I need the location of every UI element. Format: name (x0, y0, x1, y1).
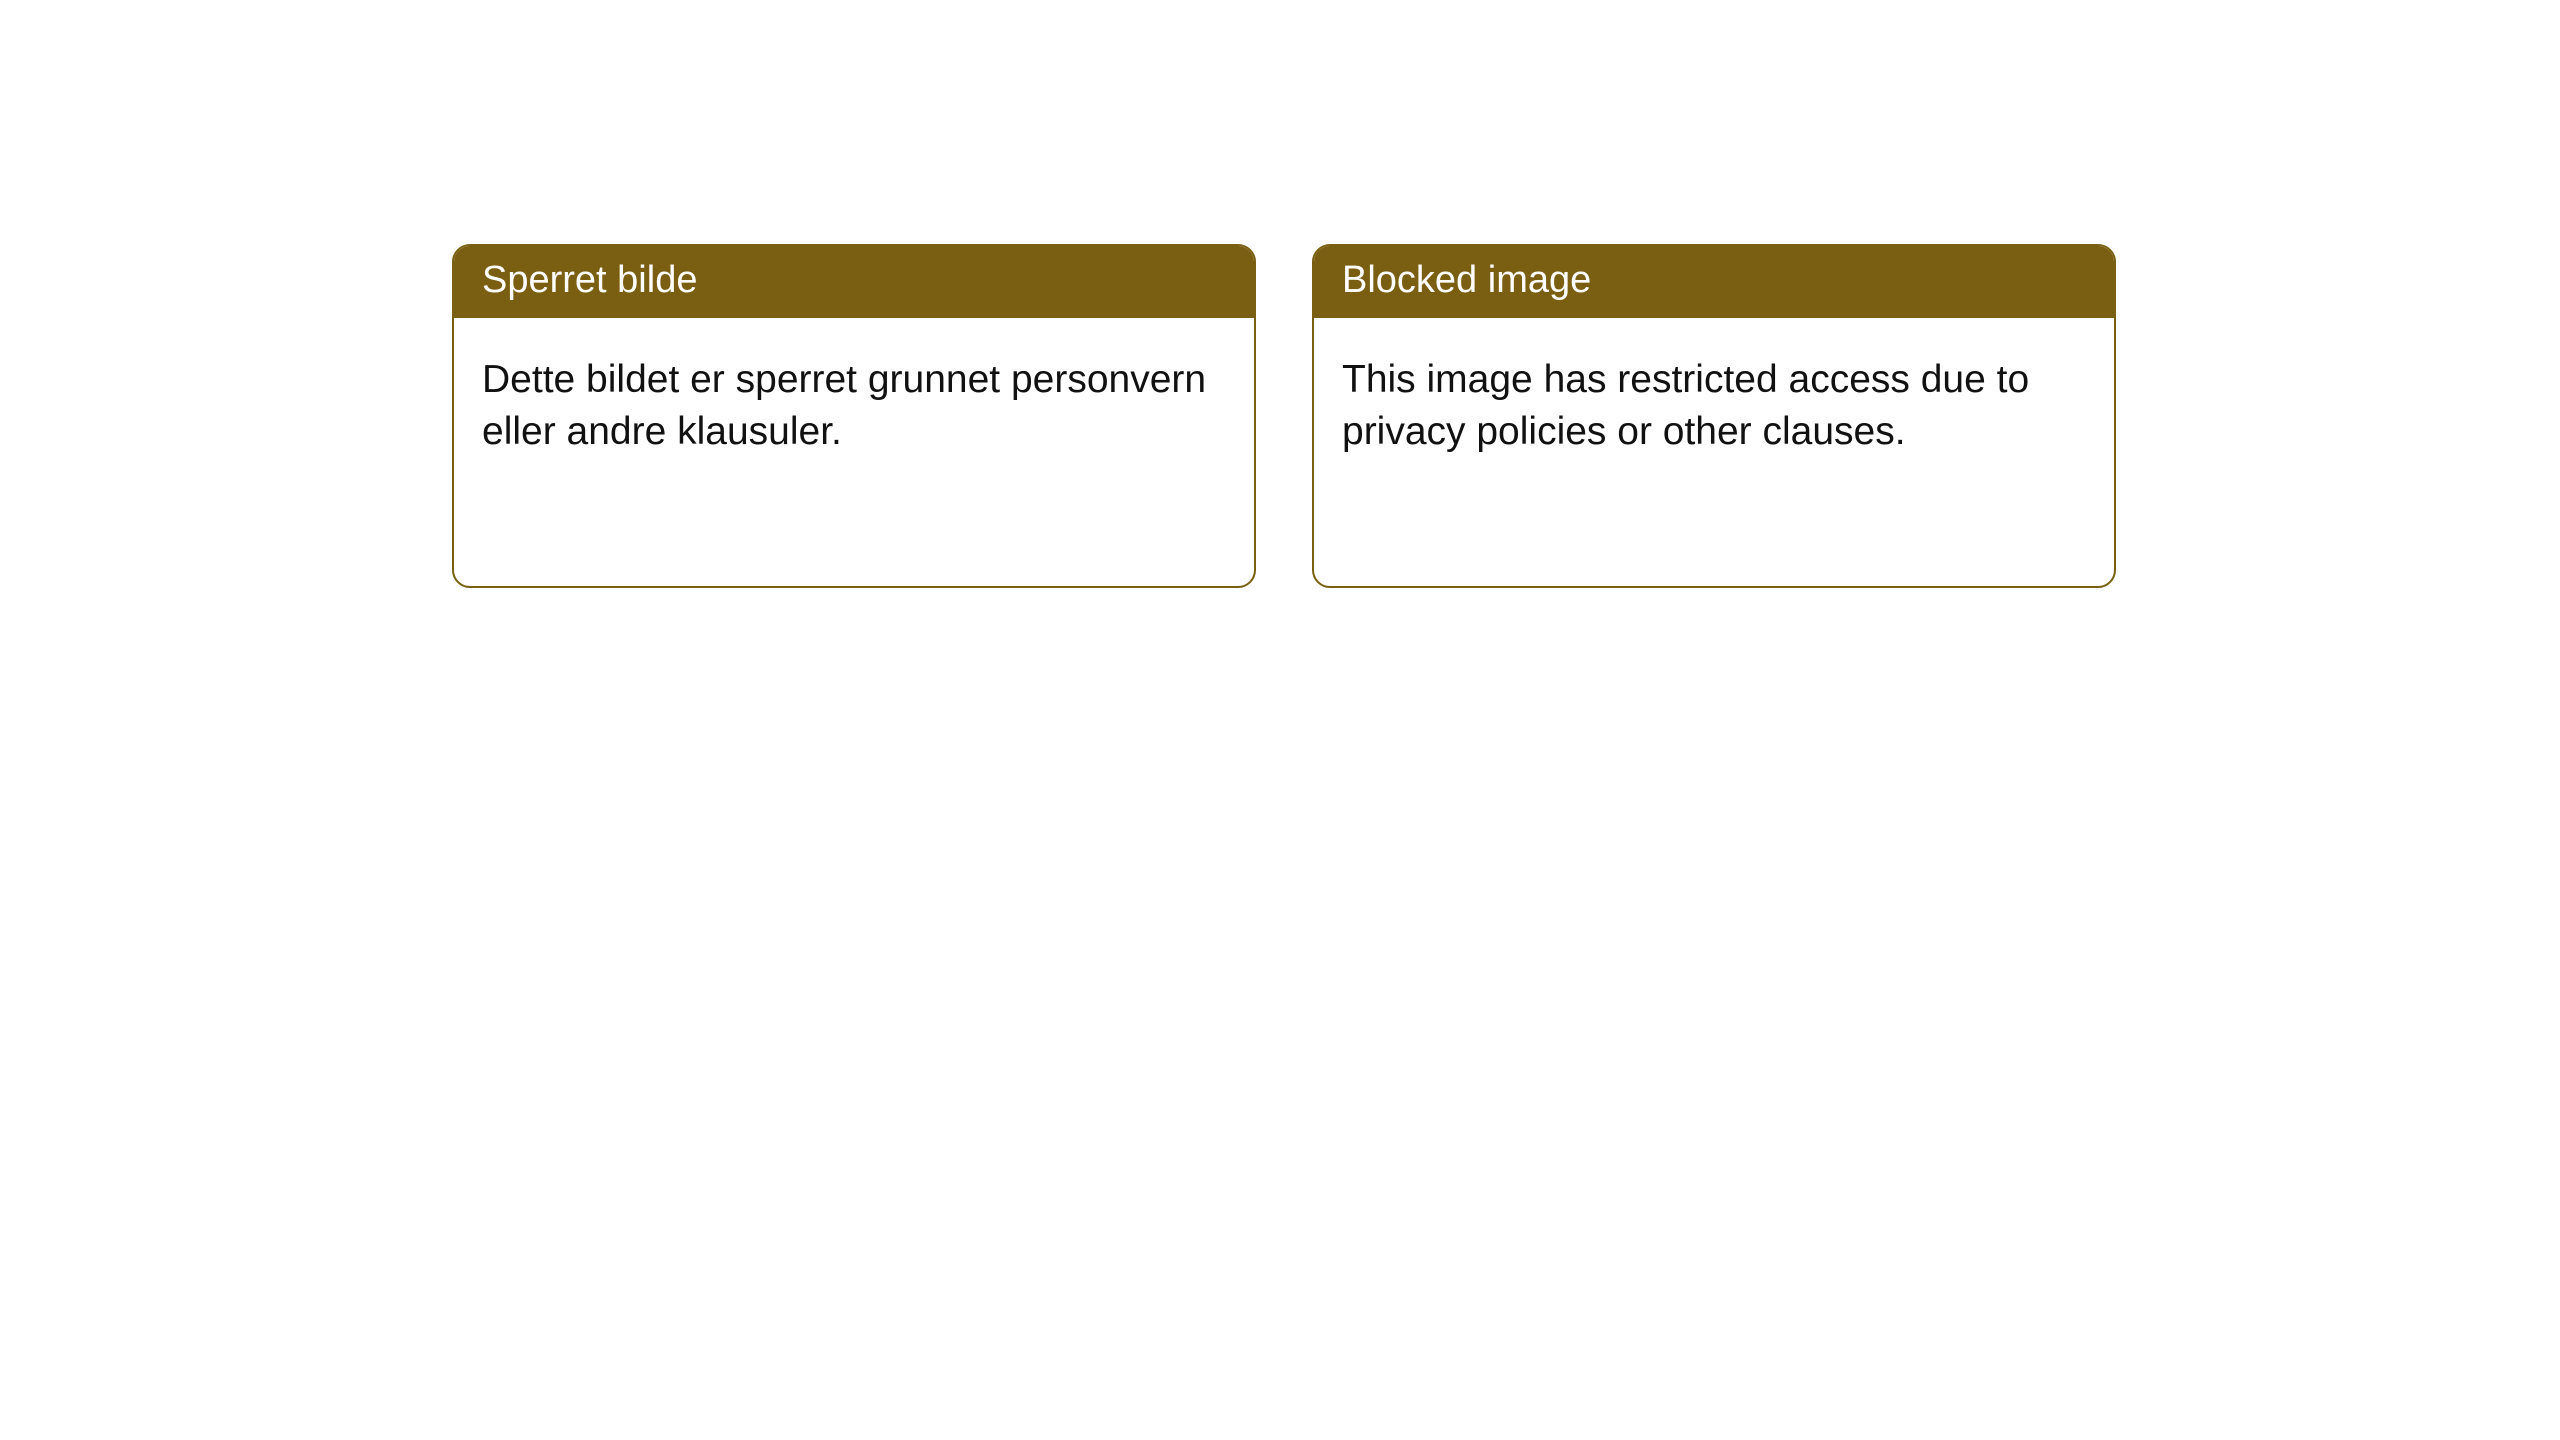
notice-container: Sperret bilde Dette bildet er sperret gr… (0, 0, 2560, 588)
notice-body-norwegian: Dette bildet er sperret grunnet personve… (454, 318, 1254, 586)
notice-card-english: Blocked image This image has restricted … (1312, 244, 2116, 588)
notice-card-norwegian: Sperret bilde Dette bildet er sperret gr… (452, 244, 1256, 588)
notice-title-norwegian: Sperret bilde (454, 246, 1254, 318)
notice-title-english: Blocked image (1314, 246, 2114, 318)
notice-body-english: This image has restricted access due to … (1314, 318, 2114, 586)
